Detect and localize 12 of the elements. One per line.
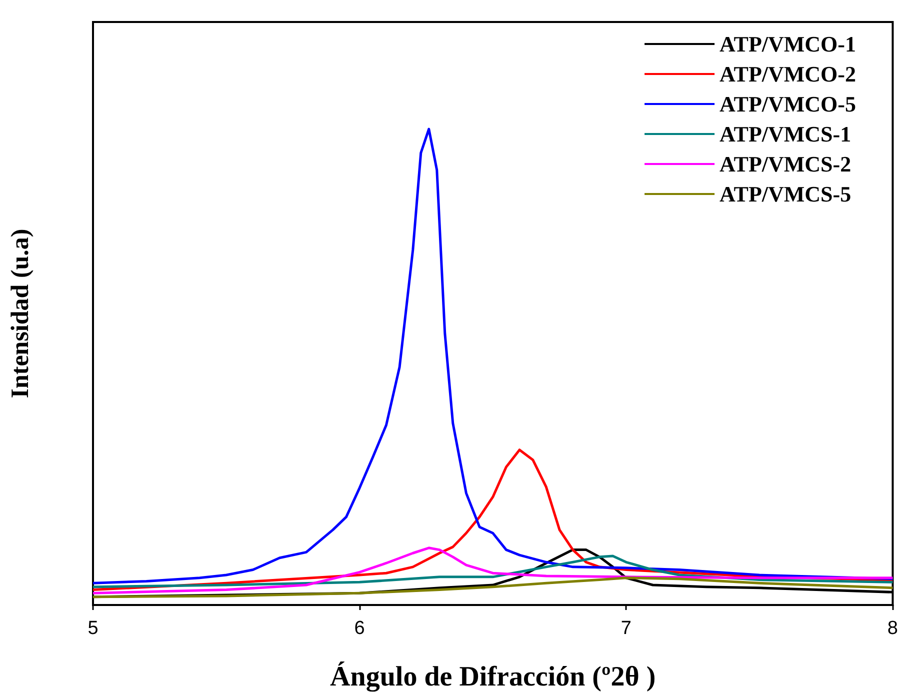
legend-label: ATP/VMCS-5: [720, 182, 852, 206]
legend-label: ATP/VMCO-1: [720, 32, 856, 56]
x-tick-label: 8: [887, 618, 898, 639]
legend-label: ATP/VMCS-2: [720, 152, 852, 176]
x-axis-title: Ángulo de Difracción (º2θ ): [330, 660, 656, 692]
x-tick-label: 6: [354, 618, 365, 639]
legend-label: ATP/VMCO-5: [720, 92, 856, 116]
x-tick-label: 5: [88, 618, 98, 639]
x-tick-label: 7: [620, 618, 632, 639]
y-axis-title: Intensidad (u.a): [7, 228, 34, 398]
legend-label: ATP/VMCS-1: [720, 122, 852, 146]
legend-label: ATP/VMCO-2: [720, 62, 856, 86]
